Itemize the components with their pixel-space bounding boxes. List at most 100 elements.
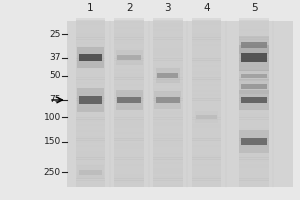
Bar <box>192 162 221 164</box>
Bar <box>239 113 269 115</box>
Bar <box>114 82 144 84</box>
Bar <box>76 33 105 35</box>
Bar <box>114 126 144 128</box>
Bar <box>239 84 269 86</box>
Bar <box>153 37 183 40</box>
Bar <box>239 166 269 168</box>
Bar <box>114 164 144 166</box>
Bar <box>192 88 221 90</box>
Bar <box>114 60 144 63</box>
Bar <box>153 63 183 65</box>
Bar <box>239 147 269 149</box>
Bar <box>153 50 183 52</box>
Bar <box>114 63 144 65</box>
Bar <box>239 124 269 126</box>
Bar <box>76 50 105 52</box>
Bar <box>76 126 105 128</box>
Bar <box>153 84 183 86</box>
Bar <box>153 29 183 31</box>
Bar <box>239 172 269 174</box>
Bar <box>153 159 183 162</box>
Bar <box>239 29 269 31</box>
Bar <box>153 130 183 132</box>
Bar <box>192 109 221 111</box>
Bar <box>239 23 269 25</box>
Bar <box>114 151 144 153</box>
Bar <box>192 111 221 113</box>
Bar <box>114 172 144 174</box>
Bar <box>192 44 221 46</box>
Bar <box>76 103 105 105</box>
Bar <box>153 185 183 187</box>
Bar <box>76 157 105 160</box>
Bar <box>76 60 105 63</box>
Bar <box>192 119 221 122</box>
Text: 5: 5 <box>251 3 257 13</box>
Bar <box>76 73 105 75</box>
Text: 37: 37 <box>49 53 61 62</box>
Bar <box>239 151 269 153</box>
Bar <box>192 117 221 120</box>
Bar <box>76 77 105 80</box>
Bar <box>192 105 221 107</box>
Bar <box>239 119 269 122</box>
Bar <box>76 149 105 151</box>
Bar <box>158 73 178 78</box>
Bar <box>79 170 102 175</box>
Bar <box>153 126 183 128</box>
Bar <box>114 168 144 170</box>
Bar <box>239 174 269 176</box>
Bar <box>76 140 105 143</box>
Bar <box>239 185 269 187</box>
Bar <box>153 132 183 134</box>
Bar <box>239 157 269 160</box>
Bar <box>192 126 221 128</box>
Bar <box>114 136 144 139</box>
Bar <box>76 20 105 23</box>
Bar <box>153 25 183 27</box>
Bar <box>153 69 183 71</box>
Bar <box>192 166 221 168</box>
Bar <box>114 147 144 149</box>
Bar <box>239 82 269 84</box>
Bar <box>241 74 267 78</box>
Bar <box>114 46 144 48</box>
Bar <box>153 168 183 170</box>
Bar <box>114 54 144 56</box>
Bar <box>192 63 221 65</box>
Bar <box>76 39 105 42</box>
Bar <box>114 33 144 35</box>
Bar <box>239 159 269 162</box>
Bar <box>153 143 183 145</box>
Bar <box>114 18 144 21</box>
Bar <box>76 98 105 101</box>
Bar <box>153 117 183 120</box>
Bar <box>192 136 221 139</box>
Bar <box>76 29 105 31</box>
Bar <box>114 100 144 103</box>
Bar <box>77 165 104 179</box>
Bar <box>239 37 269 40</box>
Bar <box>114 109 144 111</box>
Bar <box>76 143 105 145</box>
Bar <box>192 170 221 172</box>
Bar <box>192 98 221 101</box>
Bar <box>153 124 183 126</box>
Bar <box>192 71 221 73</box>
Bar <box>192 103 221 105</box>
Bar <box>116 50 142 65</box>
Bar <box>239 52 269 54</box>
Bar <box>239 79 269 94</box>
Bar <box>239 36 269 54</box>
Bar <box>153 60 183 63</box>
Bar <box>153 71 183 73</box>
Bar <box>79 96 102 104</box>
Bar <box>153 27 183 29</box>
Bar <box>192 48 221 50</box>
Bar <box>76 134 105 136</box>
Bar <box>114 23 144 25</box>
Bar <box>192 31 221 33</box>
Bar <box>153 119 183 122</box>
Bar <box>76 86 105 88</box>
Bar <box>76 58 105 61</box>
